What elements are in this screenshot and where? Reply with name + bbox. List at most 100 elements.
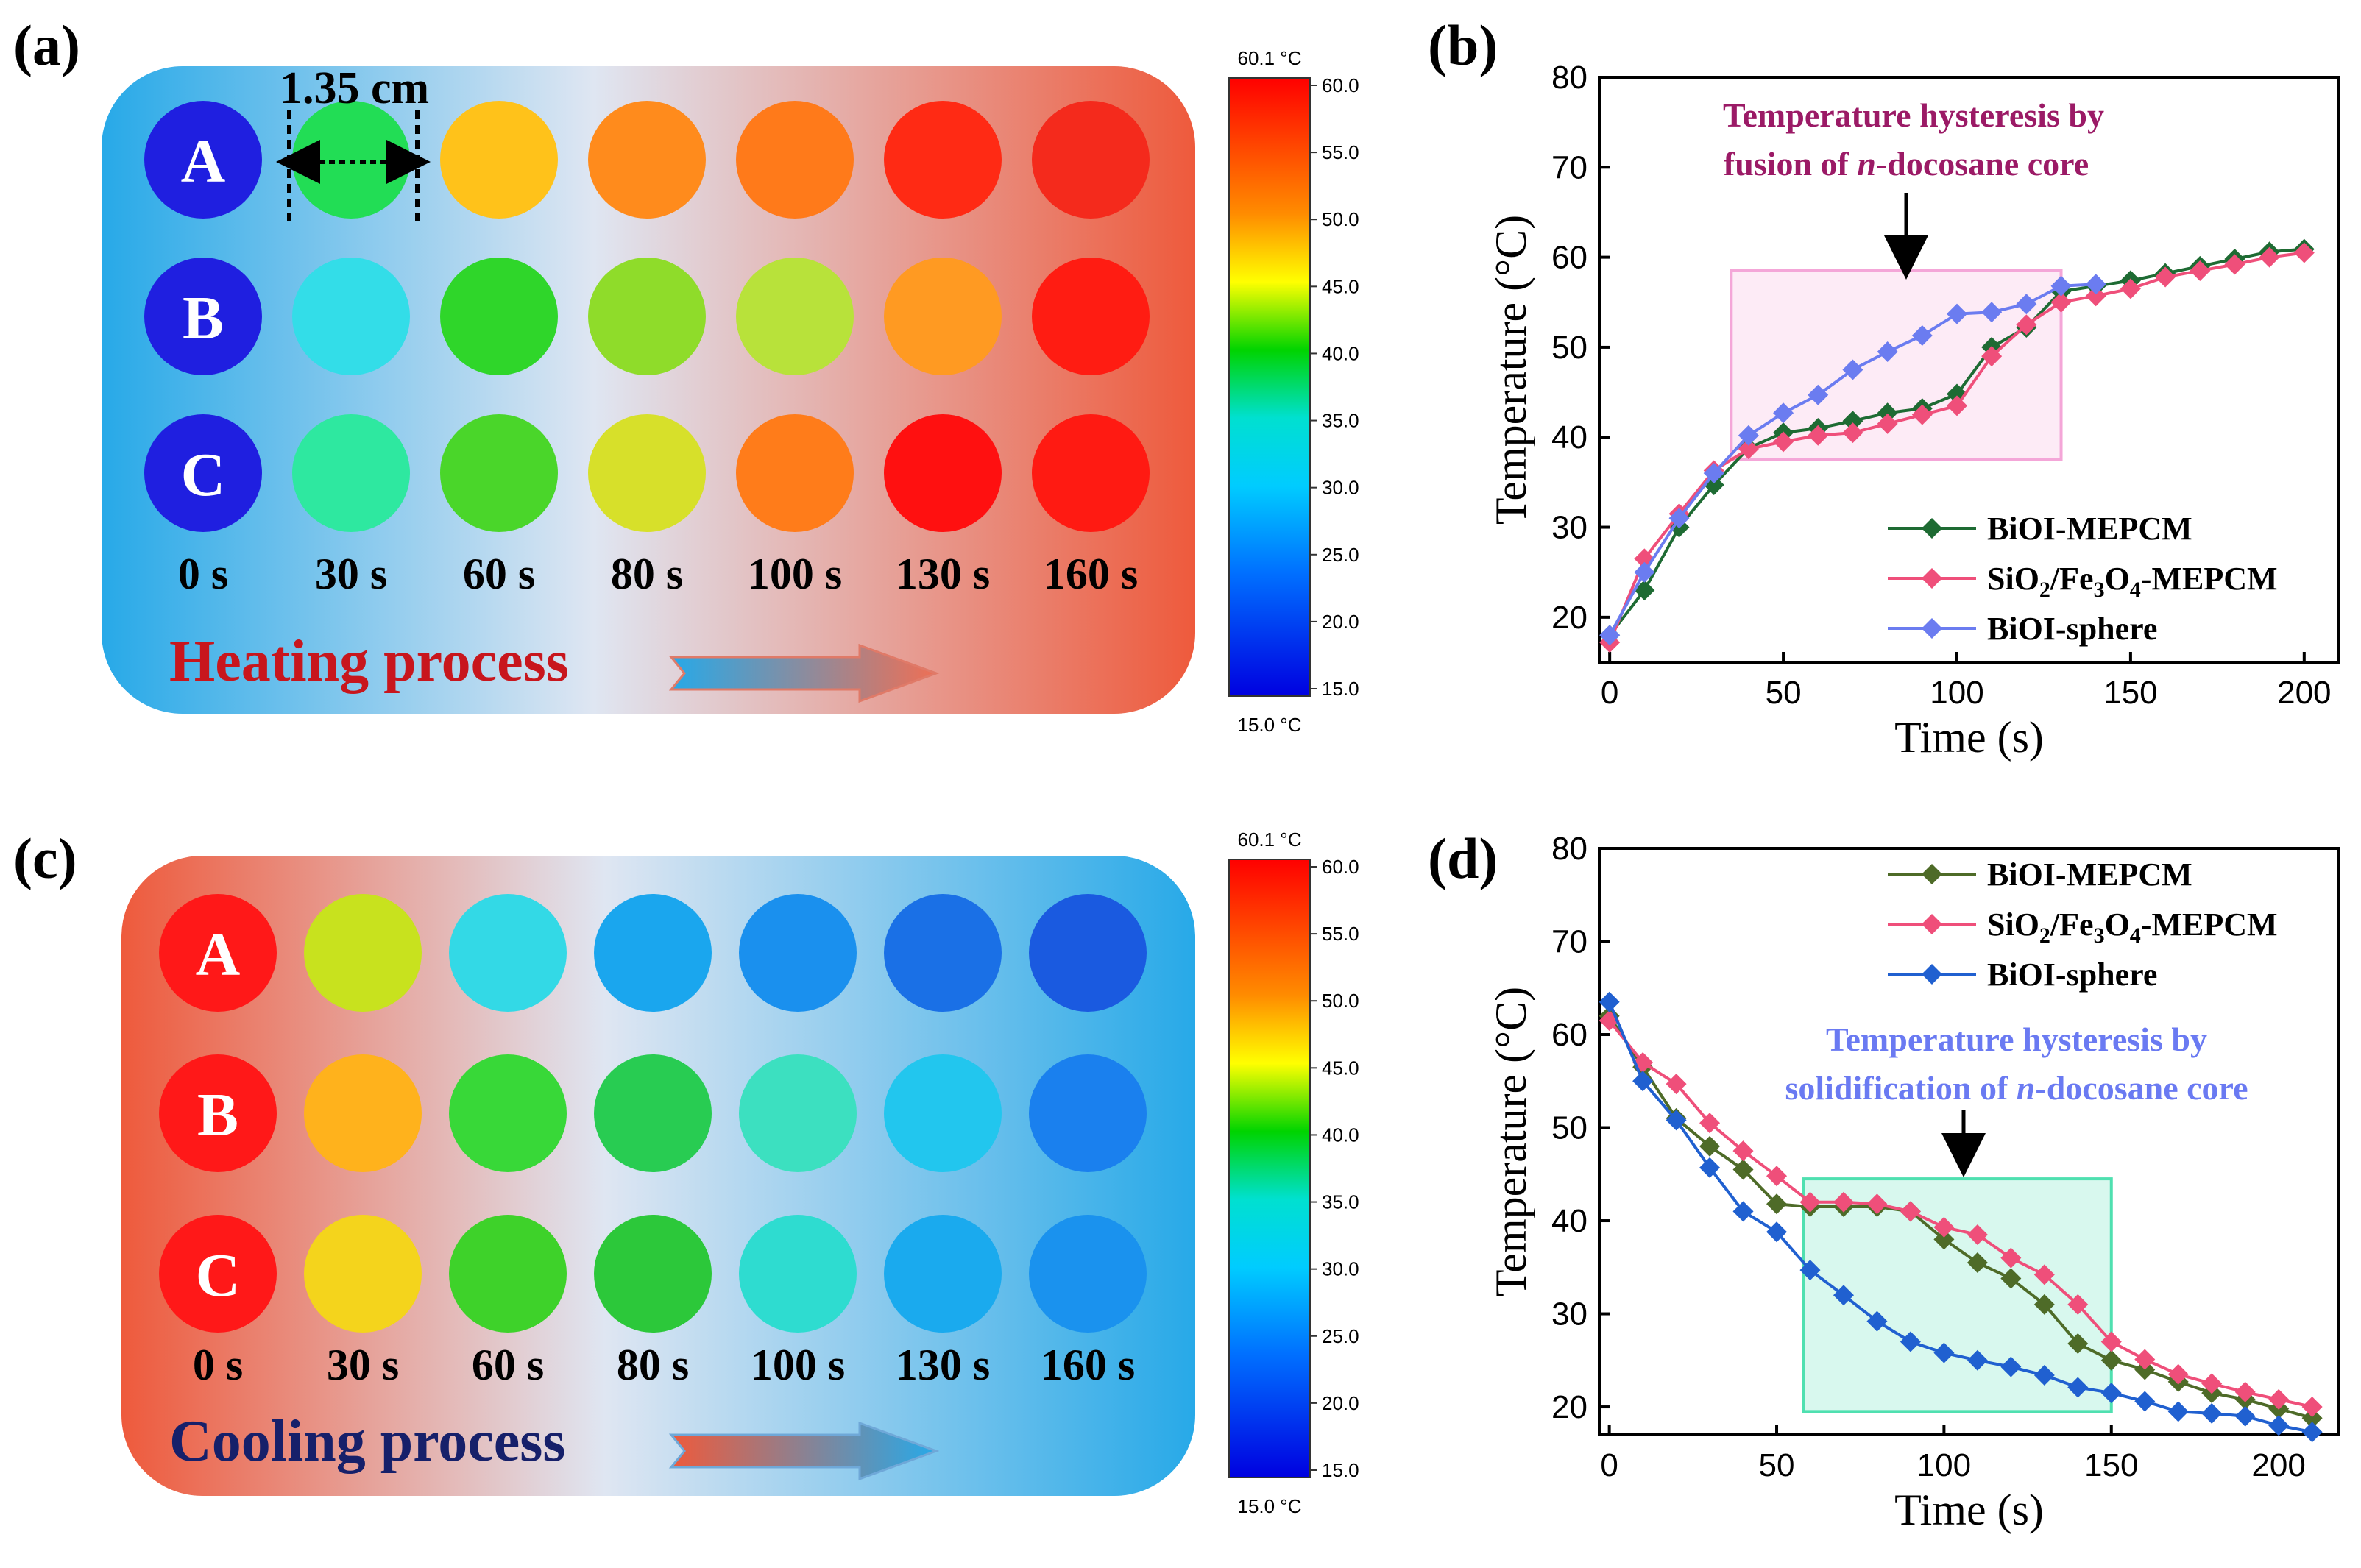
series-line-2	[1607, 1001, 2313, 1434]
data-point	[2201, 1373, 2223, 1394]
legend-label: BiOI-MEPCM	[1987, 511, 2192, 547]
y-tick-label: 70	[1551, 149, 1587, 185]
thermal-circle-B-1	[292, 258, 410, 375]
data-point	[2050, 275, 2072, 297]
thermal-circle-A-1	[304, 894, 422, 1012]
row-label-A: A	[181, 127, 226, 196]
data-point	[1634, 561, 1655, 583]
time-label: 160 s	[1041, 1341, 1135, 1389]
data-point	[2134, 1391, 2156, 1412]
thermal-circle-A-3	[588, 101, 706, 219]
data-point	[1666, 1074, 1687, 1095]
data-point	[2000, 1247, 2022, 1269]
thermal-circle-C-1	[292, 414, 410, 532]
data-point	[1981, 302, 2003, 323]
data-point	[1946, 395, 1967, 416]
data-point	[1799, 1191, 1821, 1213]
data-point	[1738, 425, 1759, 446]
legend-marker	[1922, 914, 1942, 934]
thermal-circle-A-0	[144, 101, 262, 219]
data-point	[1773, 402, 1794, 424]
data-point	[1666, 1110, 1687, 1131]
data-point	[1911, 404, 1933, 425]
series-line-0	[1607, 1015, 2313, 1420]
x-tick-label: 50	[1759, 1447, 1795, 1483]
data-point	[1668, 508, 1690, 529]
time-label: 130 s	[896, 1341, 990, 1389]
colorbar-tick-label: 35.0	[1322, 410, 1359, 432]
data-point	[2033, 1365, 2055, 1386]
y-axis-label: Temperature (°C)	[1487, 215, 1535, 525]
panel-a-label: (a)	[13, 13, 80, 77]
legend-label-part: /Fe	[2050, 561, 2094, 597]
data-point	[1732, 1159, 1754, 1180]
colorbar-tick-label: 45.0	[1322, 275, 1359, 297]
time-label: 130 s	[896, 550, 990, 598]
size-marker-label: 1.35 cm	[280, 63, 429, 113]
data-point	[1967, 1252, 1988, 1273]
legend-label-sub: 4	[2130, 923, 2141, 948]
data-point	[2016, 314, 2037, 336]
y-tick-label: 30	[1551, 1296, 1587, 1333]
data-point	[2067, 1333, 2089, 1355]
x-tick-label: 200	[2277, 675, 2331, 711]
data-point	[1599, 991, 1620, 1012]
data-point	[2100, 1331, 2122, 1352]
legend-label: BiOI-MEPCM	[1987, 856, 2192, 893]
data-point	[1866, 1310, 1888, 1332]
thermal-circle-C-0	[159, 1215, 277, 1333]
data-point	[1877, 341, 1898, 363]
data-point	[2050, 291, 2072, 313]
data-point	[2190, 260, 2211, 281]
thermal-circle-C-0	[144, 414, 262, 532]
colorbar-tick-label: 25.0	[1322, 1325, 1359, 1347]
legend-label-part: -MEPCM	[2141, 561, 2278, 597]
thermal-circle-B-5	[884, 258, 1002, 375]
data-point	[2167, 1401, 2189, 1422]
thermal-circle-B-0	[159, 1054, 277, 1172]
colorbar-gradient	[1228, 77, 1311, 697]
cooling-background	[121, 856, 1195, 1496]
legend-marker	[1922, 964, 1942, 985]
panel-d: (d) 0 50 100 150 200 20 30 40 50 60 70 80 Time (s) Te…	[1428, 826, 2340, 1534]
data-point	[1933, 1216, 1955, 1238]
thermal-circle-C-6	[1029, 1215, 1147, 1333]
data-point	[1766, 1166, 1788, 1187]
colorbar-tick-label: 50.0	[1322, 208, 1359, 230]
thermal-circle-B-4	[736, 258, 854, 375]
y-tick-label: 50	[1551, 1110, 1587, 1146]
data-point	[2167, 1363, 2189, 1385]
data-point	[1833, 1285, 1854, 1306]
cooling-annotation-post: -docosane core	[2035, 1069, 2248, 1107]
y-axis-label: Temperature (°C)	[1487, 987, 1535, 1296]
data-point	[1738, 439, 1759, 460]
thermal-circle-B-2	[449, 1054, 567, 1172]
legend-marker	[1922, 518, 1942, 539]
thermal-circle-C-2	[449, 1215, 567, 1333]
heating-annotation-post: -docosane core	[1876, 145, 2089, 182]
thermal-circle-C-4	[739, 1215, 857, 1333]
panel-a: (a) A B C 0 s 30 s 60 s 80 s 100 s 130 s 160 s 1.…	[13, 13, 1359, 736]
data-point	[2134, 1349, 2156, 1370]
legend-marker	[1922, 864, 1942, 884]
data-point	[1703, 463, 1724, 484]
thermal-circle-B-3	[588, 258, 706, 375]
colorbar-tick-label: 35.0	[1322, 1191, 1359, 1213]
y-tick-label: 80	[1551, 60, 1587, 96]
thermal-circle-A-4	[739, 894, 857, 1012]
colorbar-tick-label: 15.0	[1322, 1459, 1359, 1481]
legend-label: SiO2/Fe3O4-MEPCM	[1987, 561, 2278, 602]
thermal-circle-A-6	[1029, 894, 1147, 1012]
thermal-circle-A-2	[440, 101, 558, 219]
colorbar-tick-label: 30.0	[1322, 477, 1359, 499]
legend-label-sub: 3	[2094, 923, 2105, 948]
data-point	[1946, 303, 1967, 324]
x-axis-label: Time (s)	[1894, 1486, 2044, 1534]
heating-annotation-pre: fusion of	[1724, 145, 1857, 182]
data-point	[1877, 402, 1898, 424]
thermal-circle-B-6	[1032, 258, 1150, 375]
legend-label-sub: 3	[2094, 578, 2105, 602]
cooling-annotation-italic: n	[2017, 1069, 2036, 1107]
y-tick-label: 30	[1551, 510, 1587, 546]
